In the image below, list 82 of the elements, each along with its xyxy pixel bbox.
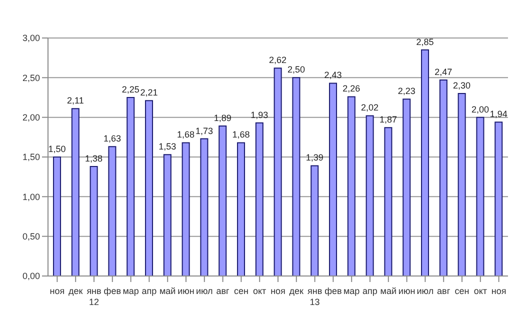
x-tick-label: май bbox=[380, 286, 397, 296]
bar bbox=[476, 116, 484, 276]
x-tick-label: окт bbox=[253, 286, 266, 296]
bar bbox=[274, 68, 282, 276]
data-label: 1,38 bbox=[85, 154, 103, 164]
bar bbox=[182, 142, 190, 276]
data-label: 1,53 bbox=[158, 142, 176, 152]
data-label: 1,87 bbox=[379, 114, 397, 125]
bar bbox=[218, 126, 227, 276]
x-tick-label: ноя bbox=[491, 286, 506, 296]
data-label: 2,30 bbox=[453, 80, 471, 91]
data-label: 2,43 bbox=[324, 70, 342, 80]
x-tick-label: фев bbox=[324, 286, 342, 296]
y-tick-label: 2,50 bbox=[22, 72, 40, 83]
y-tick-label: 1,50 bbox=[22, 152, 40, 162]
x-tick-label: авг bbox=[216, 286, 230, 296]
bar bbox=[421, 49, 430, 276]
bar bbox=[439, 80, 448, 276]
data-label: 2,21 bbox=[140, 88, 158, 98]
x-tick-label: авг bbox=[437, 286, 451, 296]
data-label: 2,85 bbox=[416, 36, 434, 47]
data-label: 2,23 bbox=[398, 86, 416, 96]
data-label: 2,62 bbox=[269, 55, 287, 66]
bar bbox=[384, 127, 392, 276]
x-tick-label: сен bbox=[234, 286, 248, 296]
bar bbox=[71, 108, 80, 276]
bar bbox=[347, 96, 356, 276]
data-label: 2,11 bbox=[66, 96, 84, 106]
data-label: 1,94 bbox=[490, 109, 508, 120]
bar bbox=[200, 138, 208, 276]
x-tick-label: фев bbox=[104, 286, 122, 296]
bar bbox=[458, 93, 466, 276]
data-label: 1,93 bbox=[250, 110, 268, 120]
bar bbox=[255, 122, 264, 276]
data-label: 2,50 bbox=[287, 64, 305, 75]
data-label: 1,68 bbox=[177, 130, 195, 140]
x-tick-label: ноя bbox=[270, 286, 286, 296]
x-tick-label: июн bbox=[398, 286, 416, 296]
data-label: 1,73 bbox=[195, 126, 213, 136]
data-label: 1,50 bbox=[48, 144, 66, 154]
bar bbox=[402, 98, 411, 276]
data-label: 2,02 bbox=[361, 102, 379, 113]
bar bbox=[310, 165, 319, 276]
bar bbox=[108, 146, 116, 276]
x-tick-label: ноя bbox=[50, 286, 65, 296]
x-tick-label: янв 13 bbox=[307, 286, 322, 307]
x-tick-label: мар bbox=[122, 286, 139, 296]
data-label: 2,26 bbox=[342, 84, 360, 94]
bar bbox=[90, 166, 98, 276]
x-tick-label: мар bbox=[344, 286, 360, 296]
bar bbox=[145, 100, 154, 276]
x-tick-label: апр bbox=[362, 286, 378, 296]
data-label: 1,68 bbox=[232, 130, 250, 140]
bar bbox=[53, 156, 62, 276]
x-tick-label: май bbox=[159, 286, 176, 296]
x-tick-label: дек bbox=[68, 286, 83, 296]
bar bbox=[292, 77, 300, 276]
x-tick-label: июл bbox=[416, 286, 434, 296]
bar bbox=[126, 97, 135, 276]
x-tick-label: янв 12 bbox=[86, 286, 102, 307]
bar bbox=[366, 115, 374, 276]
y-tick-label: 1,00 bbox=[22, 192, 40, 202]
y-tick-label: 2,00 bbox=[22, 112, 40, 123]
x-tick-label: сен bbox=[454, 286, 470, 296]
data-label: 2,00 bbox=[471, 104, 489, 114]
data-label: 1,63 bbox=[103, 134, 121, 144]
data-label: 1,89 bbox=[214, 113, 232, 124]
bar bbox=[329, 82, 338, 276]
y-tick-label: 0,50 bbox=[22, 232, 40, 242]
x-tick-label: окт bbox=[474, 286, 487, 296]
x-tick-label: дек bbox=[289, 286, 304, 296]
data-label: 2,25 bbox=[122, 84, 140, 94]
y-tick-label: 3,00 bbox=[22, 33, 40, 44]
bar bbox=[237, 142, 246, 276]
bar bbox=[494, 122, 503, 276]
bar bbox=[163, 154, 172, 276]
x-tick-label: июн bbox=[178, 286, 194, 296]
x-tick-label: июл bbox=[196, 286, 213, 296]
data-label: 1,39 bbox=[306, 152, 324, 163]
y-tick-label: 0,00 bbox=[22, 271, 40, 282]
data-label: 2,47 bbox=[434, 67, 452, 78]
x-tick-label: апр bbox=[142, 286, 157, 296]
